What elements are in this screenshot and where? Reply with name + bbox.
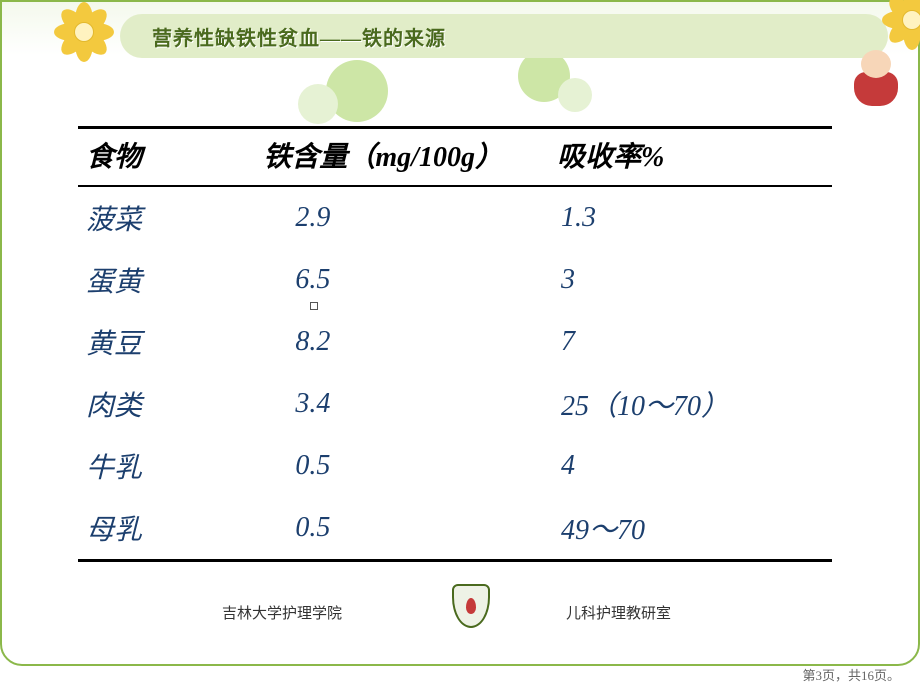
cell-food: 蛋黄 <box>78 249 251 311</box>
iron-table: 食物 铁含量（mg/100g） 吸收率% 菠菜2.91.3蛋黄6.53黄豆8.2… <box>78 126 832 562</box>
flower-icon <box>50 0 118 66</box>
footer-left-text: 吉林大学护理学院 <box>222 602 342 623</box>
cell-absorption: 49～70 <box>553 497 832 561</box>
cell-absorption: 3 <box>553 249 832 311</box>
cell-iron: 0.5 <box>251 497 553 561</box>
university-logo-icon <box>450 584 492 632</box>
table-header-row: 食物 铁含量（mg/100g） 吸收率% <box>78 128 832 187</box>
slide-frame: 营养性缺铁性贫血——铁的来源 食物 铁含量（mg/100g） <box>0 0 920 666</box>
table-row: 母乳0.549～70 <box>78 497 832 561</box>
footer: 吉林大学护理学院 儿科护理教研室 <box>2 590 918 630</box>
cell-food: 肉类 <box>78 373 251 435</box>
cell-food: 菠菜 <box>78 186 251 249</box>
table-row: 牛乳0.54 <box>78 435 832 497</box>
cell-iron: 6.5 <box>251 249 553 311</box>
table-row: 黄豆8.27 <box>78 311 832 373</box>
col-header-iron: 铁含量（mg/100g） <box>251 128 553 187</box>
cell-food: 母乳 <box>78 497 251 561</box>
page-number: 第3页，共16页。 <box>802 665 900 684</box>
cell-iron: 0.5 <box>251 435 553 497</box>
col-header-food: 食物 <box>78 128 251 187</box>
cell-iron: 2.9 <box>251 186 553 249</box>
col-header-absorption: 吸收率% <box>553 128 832 187</box>
slide-title: 营养性缺铁性贫血——铁的来源 <box>152 22 446 51</box>
cell-absorption: 4 <box>553 435 832 497</box>
cell-absorption: 1.3 <box>553 186 832 249</box>
cell-food: 黄豆 <box>78 311 251 373</box>
cell-iron: 8.2 <box>251 311 553 373</box>
cell-food: 牛乳 <box>78 435 251 497</box>
decor-circle <box>298 84 338 124</box>
table-row: 菠菜2.91.3 <box>78 186 832 249</box>
flower-icon <box>878 0 920 54</box>
table-row: 肉类3.425（10～70） <box>78 373 832 435</box>
baby-icon <box>850 50 902 110</box>
cursor-indicator <box>310 302 318 310</box>
cell-iron: 3.4 <box>251 373 553 435</box>
footer-right-text: 儿科护理教研室 <box>566 602 671 623</box>
table-row: 蛋黄6.53 <box>78 249 832 311</box>
cell-absorption: 25（10～70） <box>553 373 832 435</box>
decor-circle <box>558 78 592 112</box>
title-bar: 营养性缺铁性贫血——铁的来源 <box>120 14 888 58</box>
cell-absorption: 7 <box>553 311 832 373</box>
